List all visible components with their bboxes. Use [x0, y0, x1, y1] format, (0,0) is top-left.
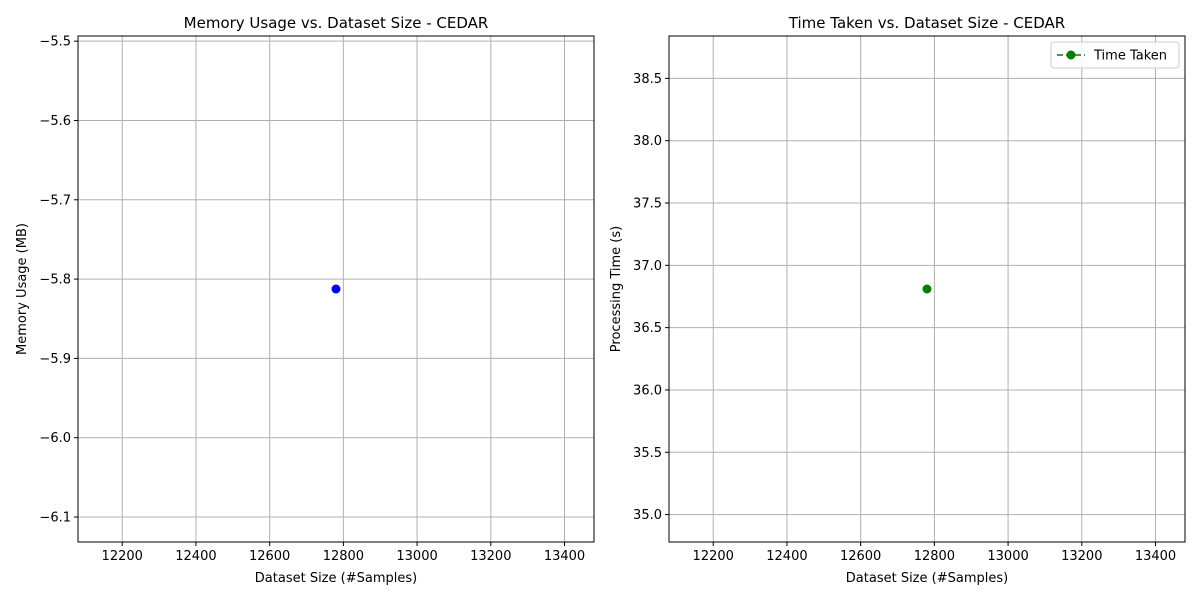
- y-tick-label: 35.0: [633, 508, 662, 523]
- x-tick-label: 13200: [1061, 549, 1102, 564]
- legend-box: [1050, 41, 1180, 69]
- x-tick-label: 12800: [914, 549, 955, 564]
- y-tick-label: 38.0: [633, 134, 662, 149]
- x-tick-label: 12200: [693, 549, 734, 564]
- y-tick-label: −6.0: [39, 431, 71, 446]
- y-tick-label: −5.7: [39, 193, 71, 208]
- x-axis-label: Dataset Size (#Samples): [846, 571, 1008, 586]
- legend-marker: [1066, 50, 1076, 60]
- chart-title: Time Taken vs. Dataset Size - CEDAR: [788, 14, 1065, 32]
- data-point: [331, 284, 341, 294]
- x-tick-label: 13000: [396, 549, 437, 564]
- x-tick-label: 12600: [249, 549, 290, 564]
- x-tick-label: 12400: [766, 549, 807, 564]
- x-axis-label: Dataset Size (#Samples): [255, 571, 417, 586]
- x-tick-label: 13000: [987, 549, 1028, 564]
- y-axis-label: Memory Usage (MB): [15, 223, 30, 355]
- y-tick-label: 36.5: [633, 321, 662, 336]
- y-tick-label: −5.9: [39, 352, 71, 367]
- data-point: [922, 284, 932, 294]
- y-tick-label: 38.5: [633, 72, 662, 87]
- y-tick-label: −5.8: [39, 273, 71, 288]
- x-tick-label: 12400: [175, 549, 216, 564]
- y-tick-label: 36.0: [633, 383, 662, 398]
- y-tick-label: 37.0: [633, 259, 662, 274]
- plot-frame: [668, 35, 1186, 543]
- x-tick-label: 13400: [1135, 549, 1176, 564]
- y-tick-label: −6.1: [39, 511, 71, 526]
- y-tick-label: −5.5: [39, 35, 71, 50]
- y-axis-label: Processing Time (s): [609, 226, 624, 352]
- memory-usage-chart: Memory Usage vs. Dataset Size - CEDAR Da…: [15, 14, 595, 586]
- x-tick-label: 12200: [102, 549, 143, 564]
- y-tick-label: −5.6: [39, 114, 71, 129]
- chart-title: Memory Usage vs. Dataset Size - CEDAR: [184, 14, 489, 32]
- x-tick-label: 13200: [470, 549, 511, 564]
- x-tick-label: 12600: [840, 549, 881, 564]
- y-tick-label: 37.5: [633, 197, 662, 212]
- x-tick-label: 13400: [544, 549, 585, 564]
- y-tick-label: 35.5: [633, 446, 662, 461]
- x-tick-label: 12800: [323, 549, 364, 564]
- plot-frame: [77, 35, 595, 543]
- time-taken-chart: Time Taken vs. Dataset Size - CEDAR Data…: [609, 14, 1186, 586]
- legend-label: Time Taken: [1093, 49, 1167, 64]
